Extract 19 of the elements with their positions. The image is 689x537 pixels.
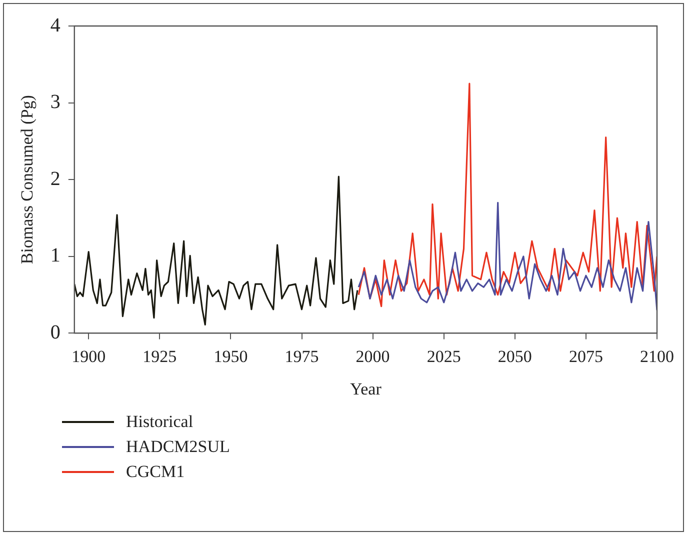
x-tick-label: 2100: [640, 346, 674, 366]
x-tick-label: 1975: [284, 346, 319, 366]
x-axis-title: Year: [350, 379, 382, 398]
x-tick-label: 1900: [72, 346, 106, 366]
x-tick-label: 2000: [356, 346, 390, 366]
y-axis-title: Biomass Consumed (Pg): [18, 95, 37, 264]
legend-label: CGCM1: [126, 462, 185, 482]
legend-label: Historical: [126, 412, 194, 432]
y-tick-label: 4: [50, 14, 60, 36]
legend-label: HADCM2SUL: [126, 436, 230, 456]
y-tick-label: 1: [50, 244, 60, 267]
x-tick-label: 2050: [498, 346, 532, 366]
y-tick-label: 0: [50, 321, 60, 344]
x-tick-label: 1950: [214, 346, 248, 366]
x-tick-label: 2075: [568, 346, 603, 366]
y-tick-label: 3: [50, 91, 60, 114]
x-tick-label: 2025: [426, 346, 461, 366]
x-tick-label: 1925: [142, 346, 177, 366]
y-tick-label: 2: [50, 168, 60, 190]
